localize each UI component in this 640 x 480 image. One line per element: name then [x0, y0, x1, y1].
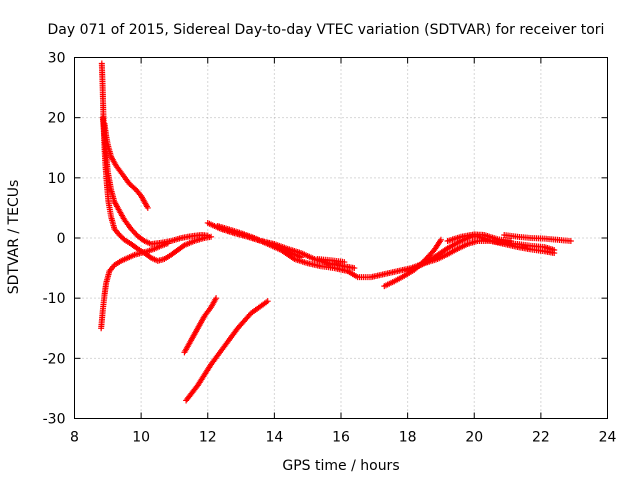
chart-title: Day 071 of 2015, Sidereal Day-to-day VTE…: [48, 22, 605, 38]
y-tick-label: 0: [57, 231, 66, 247]
y-tick-label: 30: [48, 51, 66, 67]
series-arc-10: [314, 256, 348, 266]
y-tick-label: 10: [48, 171, 66, 187]
x-tick-label: 14: [265, 430, 283, 446]
series-arc-5: [181, 295, 220, 356]
data-point-plus: [144, 204, 151, 211]
series-arc-4: [98, 240, 171, 332]
series-arc-13: [444, 231, 514, 245]
tick-labels: 8 10 12 14 16 18 20 22 24 30 20 10 0 -10 -20 -30: [43, 51, 617, 446]
x-tick-label: 24: [599, 430, 617, 446]
x-tick-label: 22: [532, 430, 550, 446]
data-point-plus: [341, 259, 348, 266]
data-point-plus: [351, 265, 358, 272]
data-point-plus: [567, 238, 574, 245]
axis-ticks: [74, 57, 608, 419]
data-point-plus: [437, 236, 444, 243]
y-tick-label: -30: [43, 412, 66, 428]
x-tick-label: 12: [199, 430, 217, 446]
data-point-plus: [164, 240, 171, 247]
data-point-plus: [204, 232, 211, 239]
x-tick-label: 18: [399, 430, 417, 446]
data-point-plus: [507, 238, 514, 245]
x-tick-label: 8: [70, 430, 79, 446]
series-arc-6: [183, 298, 271, 404]
data-marks: [98, 60, 574, 404]
x-tick-label: 16: [332, 430, 350, 446]
data-point-plus: [551, 247, 558, 254]
x-tick-label: 20: [465, 430, 483, 446]
y-axis-label: SDTVAR / TECUs: [6, 180, 22, 295]
y-tick-label: -10: [43, 291, 66, 307]
y-tick-label: 20: [48, 111, 66, 127]
x-axis-label: GPS time / hours: [282, 458, 399, 474]
data-point-plus: [264, 298, 271, 305]
y-tick-label: -20: [43, 351, 66, 367]
data-point-plus: [208, 233, 215, 240]
series-arc-14: [501, 231, 574, 245]
series-arc-3: [101, 120, 151, 211]
series-arc-9: [214, 222, 558, 281]
x-tick-label: 10: [132, 430, 150, 446]
data-point-plus: [213, 295, 220, 302]
